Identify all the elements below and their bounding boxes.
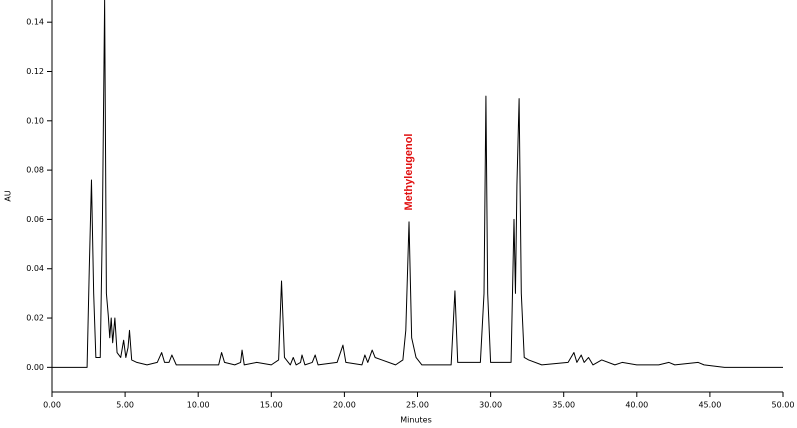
x-tick-label: 25.00 <box>406 401 429 410</box>
x-axis-label: Minutes <box>400 416 432 425</box>
x-tick-label: 15.00 <box>260 401 283 410</box>
y-tick-label: 0.12 <box>26 67 44 76</box>
x-tick-label: 5.00 <box>116 401 134 410</box>
x-tick-label: 0.00 <box>43 401 61 410</box>
x-tick-label: 10.00 <box>187 401 210 410</box>
x-tick-label: 30.00 <box>479 401 502 410</box>
y-tick-label: 0.08 <box>26 166 44 175</box>
y-tick-label: 0.02 <box>26 314 44 323</box>
trace <box>52 0 783 368</box>
y-tick-label: 0.04 <box>26 264 44 273</box>
x-tick-label: 35.00 <box>552 401 575 410</box>
x-tick-label: 20.00 <box>333 401 356 410</box>
annotation: Methyleugenol <box>403 133 415 210</box>
y-tick-label: 0.14 <box>26 18 44 27</box>
y-tick-label: 0.00 <box>26 363 44 372</box>
y-tick-label: 0.10 <box>26 116 44 125</box>
x-tick-label: 45.00 <box>698 401 721 410</box>
x-tick-label: 40.00 <box>625 401 648 410</box>
y-axis-label: AU <box>4 190 13 201</box>
x-tick-label: 50.00 <box>772 401 795 410</box>
y-tick-label: 0.06 <box>26 215 44 224</box>
